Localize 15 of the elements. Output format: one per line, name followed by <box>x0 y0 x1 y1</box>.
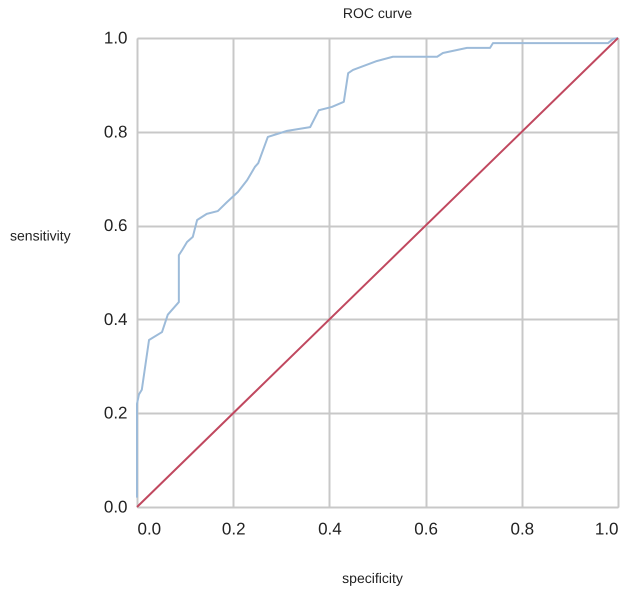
y-tick-label: 0.8 <box>104 122 128 142</box>
x-axis-title: specificity <box>342 570 403 586</box>
y-tick-label: 0.2 <box>104 404 128 423</box>
x-tick-label: 1.0 <box>594 520 618 538</box>
y-axis-title: sensitivity <box>10 228 71 244</box>
y-tick-label: 1.0 <box>104 28 128 48</box>
x-tick-label: 0.0 <box>138 520 162 538</box>
x-tick-label: 0.4 <box>318 520 342 538</box>
x-tick-label: 0.2 <box>222 520 246 538</box>
x-tick-label: 0.8 <box>510 520 534 538</box>
chart-title: ROC curve <box>342 5 412 21</box>
x-tick-label: 0.6 <box>414 520 438 538</box>
y-tick-label: 0.0 <box>104 498 128 516</box>
y-tick-label: 0.6 <box>104 216 128 236</box>
y-tick-label: 0.4 <box>104 310 128 329</box>
